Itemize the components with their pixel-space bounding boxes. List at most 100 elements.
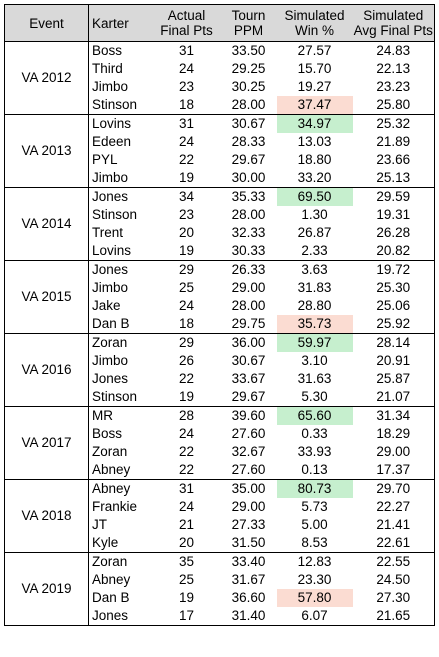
table-row: PYL 22 29.67 18.80 23.66 [5,151,435,169]
tourn-ppm-cell: 30.33 [220,242,277,261]
karter-cell: Abney [92,481,131,496]
karter-cell: Jones [92,371,129,386]
simulated-avg-final-pts-cell: 23.66 [352,151,435,169]
karter-cell: Jake [92,298,121,313]
simulated-win-pct-cell: 31.83 [297,280,332,295]
table-row: Jones 17 31.40 6.07 21.65 [5,607,435,626]
simulated-win-pct-cell: 8.53 [276,534,353,553]
table-row: Kyle 20 31.50 8.53 22.61 [5,534,435,553]
simulated-win-pct-cell: 13.03 [297,134,332,149]
karter-cell: Third [92,61,123,76]
simulated-win-pct-cell: 6.07 [276,607,353,626]
tourn-ppm-cell: 28.33 [231,134,266,149]
actual-final-pts-cell: 34 [178,189,195,204]
table-body: VA 2012 Boss 31 33.50 27.57 24.83 Third 24 29.25… [4,41,435,626]
simulated-avg-final-pts-cell: 22.55 [352,552,435,571]
actual-final-pts-cell: 31 [178,116,195,131]
karter-cell: Trent [92,225,124,240]
table-row: Abney 22 27.60 0.13 17.37 [5,461,435,480]
actual-final-pts-cell: 20 [178,225,195,240]
event-cell: VA 2018 [4,479,89,553]
karter-cell: Zoran [92,554,128,569]
simulated-win-pct-cell: 26.87 [297,225,332,240]
simulated-win-pct-cell: 15.70 [297,61,332,76]
actual-final-pts-cell: 24 [178,61,195,76]
tourn-ppm-cell: 28.00 [220,96,277,115]
karter-cell: Abney [92,572,131,587]
actual-final-pts-cell: 25 [178,572,195,587]
simulated-win-pct-cell: 65.60 [276,406,353,425]
tourn-ppm-cell: 29.00 [231,499,266,514]
header-simulated-avg-final-pts: Simulated Avg Final Pts [352,4,435,42]
table-row: Jimbo 19 30.00 33.20 25.13 [5,169,435,188]
tourn-ppm-cell: 28.00 [231,207,266,222]
actual-final-pts-cell: 26 [178,353,195,368]
karter-cell: Stinson [88,388,153,407]
tourn-ppm-cell: 29.00 [231,280,266,295]
simulated-avg-final-pts-cell: 25.80 [352,96,435,115]
simulated-avg-final-pts-cell: 24.83 [352,41,435,60]
actual-final-pts-cell: 23 [178,207,195,222]
simulated-avg-final-pts-cell: 23.23 [352,78,435,96]
simulated-win-pct-cell: 5.00 [301,517,328,532]
actual-final-pts-cell: 31 [178,481,195,496]
karter-cell: MR [92,408,113,423]
simulated-win-pct-cell: 3.10 [301,353,328,368]
table-row: VA 2012 Boss 31 33.50 27.57 24.83 [4,41,435,115]
simulated-avg-final-pts-cell: 19.31 [352,206,435,224]
table-row: Dan B 18 29.75 35.73 25.92 [5,315,435,334]
tourn-ppm-cell: 30.00 [220,169,277,188]
tourn-ppm-cell: 33.67 [231,371,266,386]
tourn-ppm-cell: 33.40 [231,554,266,569]
actual-final-pts-cell: 22 [152,461,221,480]
simulated-win-pct-cell: 2.33 [276,242,353,261]
karter-cell: Stinson [92,207,138,222]
karter-cell: Jones [88,607,153,626]
actual-final-pts-cell: 18 [152,96,221,115]
karter-cell: Abney [88,461,153,480]
table-row: Boss 24 27.60 0.33 18.29 [5,425,435,443]
tourn-ppm-cell: 28.00 [231,298,266,313]
table-row: VA 2013 Lovins 31 30.67 34.97 25.32 [4,114,435,188]
simulated-avg-final-pts-cell: 18.29 [352,425,435,443]
tourn-ppm-cell: 29.67 [220,388,277,407]
actual-final-pts-cell: 23 [178,79,195,94]
event-cell: VA 2015 [4,260,89,334]
actual-final-pts-cell: 20 [152,534,221,553]
simulated-avg-final-pts-cell: 25.30 [352,279,435,297]
karter-cell: PYL [92,152,118,167]
tourn-ppm-cell: 26.33 [231,262,266,277]
table-row: VA 2019 Zoran 35 33.40 12.83 22.55 [4,552,435,626]
table-row: Dan B 19 36.60 57.80 27.30 [5,589,435,607]
actual-final-pts-cell: 24 [178,298,195,313]
simulated-avg-final-pts-cell: 21.65 [352,607,435,626]
tourn-ppm-cell: 27.60 [231,426,266,441]
karter-cell: Lovins [92,116,132,131]
tourn-ppm-cell: 33.50 [231,43,266,58]
actual-final-pts-cell: 19 [152,242,221,261]
simulated-avg-final-pts-cell: 25.13 [352,169,435,188]
actual-final-pts-cell: 24 [178,499,195,514]
karter-cell: Dan B [92,590,130,605]
karter-cell: Jimbo [92,79,129,94]
simulated-avg-final-pts-cell: 24.50 [352,571,435,589]
karter-cell: Boss [92,43,123,58]
simulated-win-pct-cell: 23.30 [297,572,332,587]
event-cell: VA 2013 [4,114,89,188]
table-row: Stinson 19 29.67 5.30 21.07 [5,388,435,407]
tourn-ppm-cell: 35.33 [231,189,266,204]
simulated-win-pct-cell: 33.20 [276,169,353,188]
tourn-ppm-cell: 39.60 [231,408,266,423]
karter-cell: Jimbo [88,169,153,188]
simulated-win-pct-cell: 0.33 [301,426,328,441]
karter-cell: JT [92,517,107,532]
actual-final-pts-cell: 24 [178,134,195,149]
simulated-win-pct-cell: 12.83 [297,554,332,569]
tourn-ppm-cell: 29.67 [231,152,266,167]
simulated-avg-final-pts-cell: 25.87 [352,370,435,388]
simulated-win-pct-cell: 80.73 [276,479,353,498]
karter-cell: Jones [92,262,129,277]
event-cell: VA 2019 [4,552,89,626]
simulated-avg-final-pts-cell: 27.30 [352,589,435,607]
actual-final-pts-cell: 25 [178,280,195,295]
